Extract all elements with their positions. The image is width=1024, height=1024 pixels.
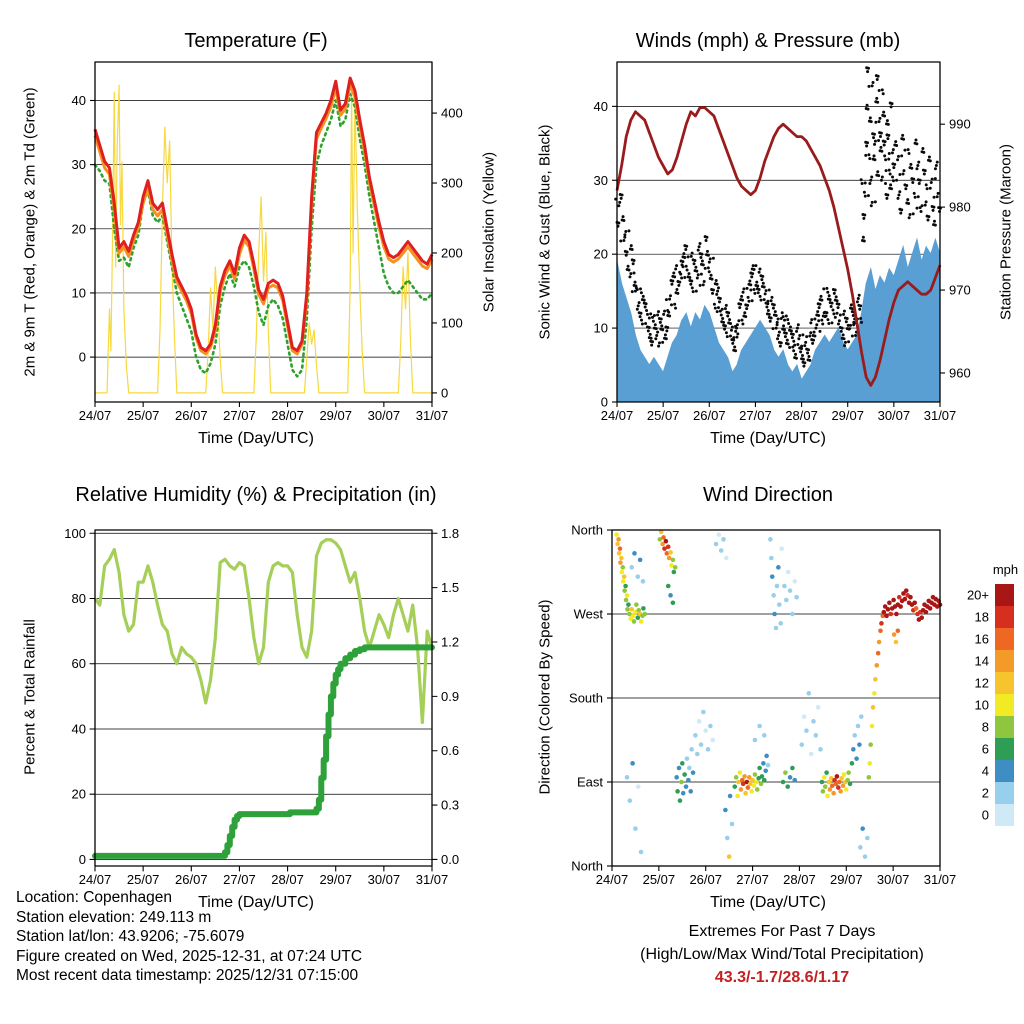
extremes-subtitle: (High/Low/Max Wind/Total Precipitation) xyxy=(640,946,924,963)
extremes-values: 43.3/-1.7/28.6/1.17 xyxy=(714,969,850,986)
station-location: Location: Copenhagen xyxy=(16,889,172,906)
station-elevation: Station elevation: 249.113 m xyxy=(16,908,212,926)
winds-chart-canvas xyxy=(512,0,1024,470)
station-metadata: Location: Copenhagen Station elevation: … xyxy=(16,888,362,986)
winds-x-axis-label: Time (Day/UTC) xyxy=(710,430,826,447)
direction-x-axis-label: Time (Day/UTC) xyxy=(710,894,826,911)
wind-direction-chart: Wind Direction Direction (Colored By Spe… xyxy=(512,470,1024,940)
winds-pressure-chart: Winds (mph) & Pressure (mb) Sonic Wind &… xyxy=(512,0,1024,470)
extremes-block: Extremes For Past 7 Days (High/Low/Max W… xyxy=(562,920,1002,989)
temperature-chart: Temperature (F) 2m & 9m T (Red, Orange) … xyxy=(0,0,512,470)
station-latlon: Station lat/lon: 43.9206; -75.6079 xyxy=(16,928,245,945)
humidity-chart-canvas xyxy=(0,470,512,940)
direction-chart-canvas xyxy=(512,470,1024,940)
extremes-title: Extremes For Past 7 Days xyxy=(688,923,876,940)
most-recent-data-timestamp: Most recent data timestamp: 2025/12/31 0… xyxy=(16,967,359,984)
humidity-x-axis-label: Time (Day/UTC) xyxy=(198,894,314,911)
figure-created-timestamp: Figure created on Wed, 2025-12-31, at 07… xyxy=(16,947,363,965)
temperature-x-axis-label: Time (Day/UTC) xyxy=(198,430,314,447)
humidity-precip-chart: Relative Humidity (%) & Precipitation (i… xyxy=(0,470,512,940)
temperature-chart-canvas xyxy=(0,0,512,470)
